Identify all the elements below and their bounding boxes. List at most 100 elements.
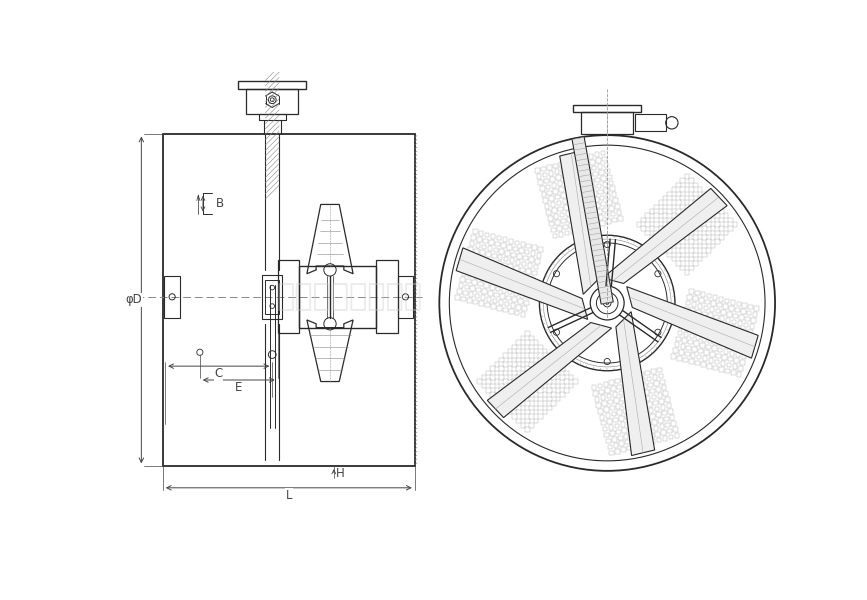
Bar: [576, 202, 581, 206]
Bar: [711, 218, 715, 222]
Bar: [620, 442, 624, 446]
Bar: [616, 379, 620, 383]
Bar: [520, 242, 525, 247]
Bar: [479, 276, 484, 281]
Bar: [518, 254, 522, 259]
Bar: [727, 363, 731, 367]
Bar: [598, 164, 603, 169]
Bar: [741, 309, 746, 314]
Bar: [504, 257, 508, 262]
Bar: [525, 384, 530, 388]
Bar: [505, 302, 509, 307]
Bar: [585, 212, 590, 217]
Bar: [494, 293, 499, 297]
Text: φD: φD: [125, 293, 142, 307]
Bar: [700, 298, 704, 302]
Bar: [277, 260, 299, 334]
Bar: [486, 379, 491, 384]
Bar: [713, 365, 718, 370]
Bar: [486, 303, 490, 307]
Bar: [714, 359, 720, 364]
Bar: [573, 190, 577, 195]
Bar: [713, 295, 717, 300]
Bar: [681, 257, 685, 262]
Bar: [635, 380, 640, 385]
Bar: [676, 235, 681, 240]
Bar: [495, 388, 499, 392]
Bar: [681, 248, 685, 253]
Bar: [698, 222, 702, 227]
Bar: [570, 159, 576, 163]
Bar: [492, 299, 498, 303]
Bar: [520, 268, 525, 272]
Bar: [570, 203, 575, 208]
Bar: [644, 390, 649, 395]
Bar: [500, 294, 505, 299]
Bar: [676, 209, 681, 214]
Bar: [698, 239, 702, 244]
Bar: [595, 152, 599, 157]
Bar: [655, 214, 659, 218]
Bar: [597, 383, 603, 388]
Bar: [575, 196, 579, 200]
Bar: [643, 435, 648, 440]
Bar: [677, 356, 682, 361]
Bar: [605, 388, 610, 392]
Bar: [670, 415, 675, 420]
Bar: [746, 311, 752, 316]
Bar: [668, 191, 672, 196]
Bar: [711, 200, 715, 205]
Bar: [622, 377, 626, 382]
Bar: [541, 167, 545, 172]
Bar: [704, 305, 708, 310]
Bar: [610, 431, 615, 436]
Bar: [596, 203, 600, 208]
Bar: [610, 406, 615, 410]
Bar: [479, 301, 484, 306]
Bar: [685, 253, 689, 257]
Bar: [662, 436, 668, 441]
Bar: [676, 253, 681, 257]
Bar: [722, 330, 727, 334]
Bar: [685, 209, 689, 214]
Bar: [592, 166, 596, 170]
Bar: [491, 260, 495, 264]
Bar: [636, 406, 640, 410]
Bar: [518, 274, 523, 278]
Bar: [693, 347, 697, 352]
Bar: [663, 196, 668, 200]
Bar: [734, 358, 739, 363]
Bar: [716, 353, 720, 358]
Bar: [398, 275, 414, 318]
Bar: [596, 158, 601, 163]
Bar: [711, 209, 715, 214]
Bar: [491, 304, 496, 309]
Bar: [484, 283, 489, 288]
Bar: [547, 191, 552, 195]
Bar: [521, 397, 525, 401]
Bar: [694, 235, 698, 240]
Bar: [530, 379, 534, 384]
Bar: [715, 309, 720, 313]
Bar: [567, 217, 572, 222]
Bar: [562, 218, 566, 223]
Bar: [543, 375, 547, 380]
Bar: [586, 193, 591, 197]
Bar: [517, 392, 521, 397]
Bar: [552, 208, 557, 213]
Bar: [530, 397, 534, 401]
Bar: [567, 191, 571, 196]
Bar: [499, 366, 504, 371]
Bar: [543, 358, 547, 362]
Bar: [633, 419, 637, 424]
Bar: [490, 384, 495, 388]
Bar: [663, 248, 668, 253]
Bar: [701, 362, 706, 367]
Bar: [707, 239, 711, 244]
Bar: [543, 410, 547, 415]
Bar: [528, 263, 532, 268]
Bar: [521, 414, 525, 419]
Bar: [265, 280, 279, 314]
Bar: [662, 411, 667, 415]
Bar: [676, 244, 681, 248]
